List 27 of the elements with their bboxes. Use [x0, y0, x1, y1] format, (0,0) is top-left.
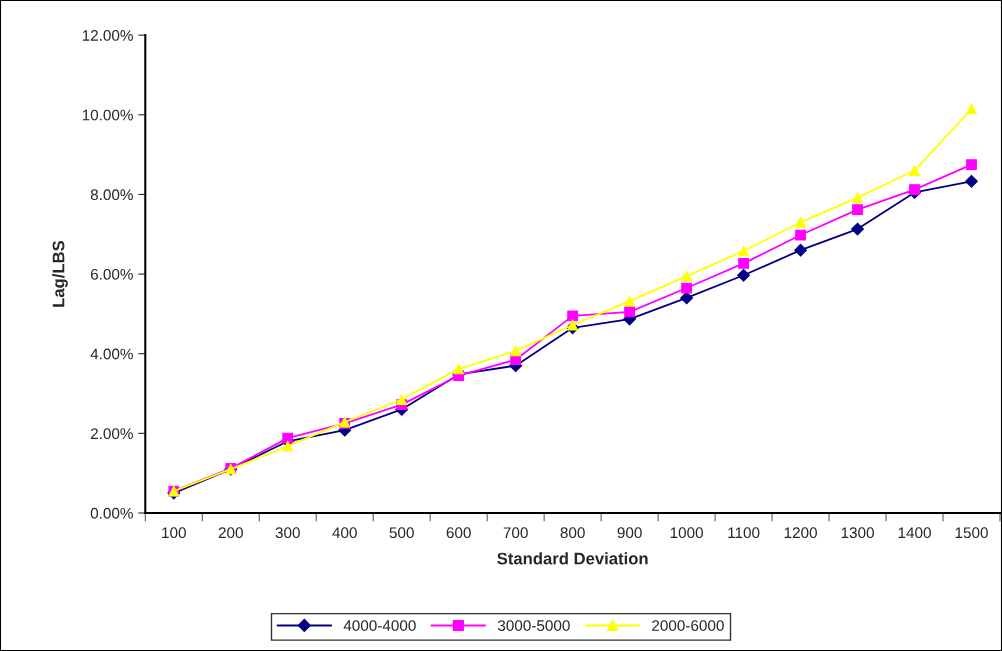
x-tick-label: 1400 [898, 527, 931, 539]
x-axis-title: Standard Deviation [497, 552, 648, 565]
y-tick-label: 8.00% [90, 189, 133, 201]
y-tick-label: 2.00% [90, 428, 133, 440]
y-tick-label: 6.00% [90, 268, 133, 280]
x-tick-label: 1300 [841, 527, 874, 539]
legend-label: 3000-5000 [497, 620, 570, 631]
x-tick-label: 1500 [955, 527, 988, 539]
y-tick-label: 0.00% [90, 507, 133, 519]
x-tick-label: 600 [446, 527, 471, 539]
legend-label: 2000-6000 [652, 620, 724, 631]
legend-label: 4000-4000 [343, 620, 416, 631]
x-tick-label: 400 [332, 527, 357, 539]
x-tick-label: 500 [389, 527, 414, 539]
y-tick-label: 4.00% [90, 348, 133, 360]
y-tick-label: 10.00% [82, 109, 133, 121]
x-tick-label: 1000 [670, 527, 703, 539]
y-tick-label: 12.00% [82, 30, 133, 41]
x-tick-label: 700 [503, 527, 528, 539]
x-tick-label: 300 [275, 527, 300, 539]
y-axis-title: Lag/LBS [52, 240, 68, 307]
x-tick-label: 100 [162, 527, 186, 539]
x-tick-label: 200 [218, 527, 243, 539]
x-tick-label: 1100 [728, 527, 760, 539]
x-tick-label: 800 [560, 527, 585, 539]
x-tick-label: 900 [617, 527, 642, 539]
x-tick-label: 1200 [784, 527, 817, 539]
